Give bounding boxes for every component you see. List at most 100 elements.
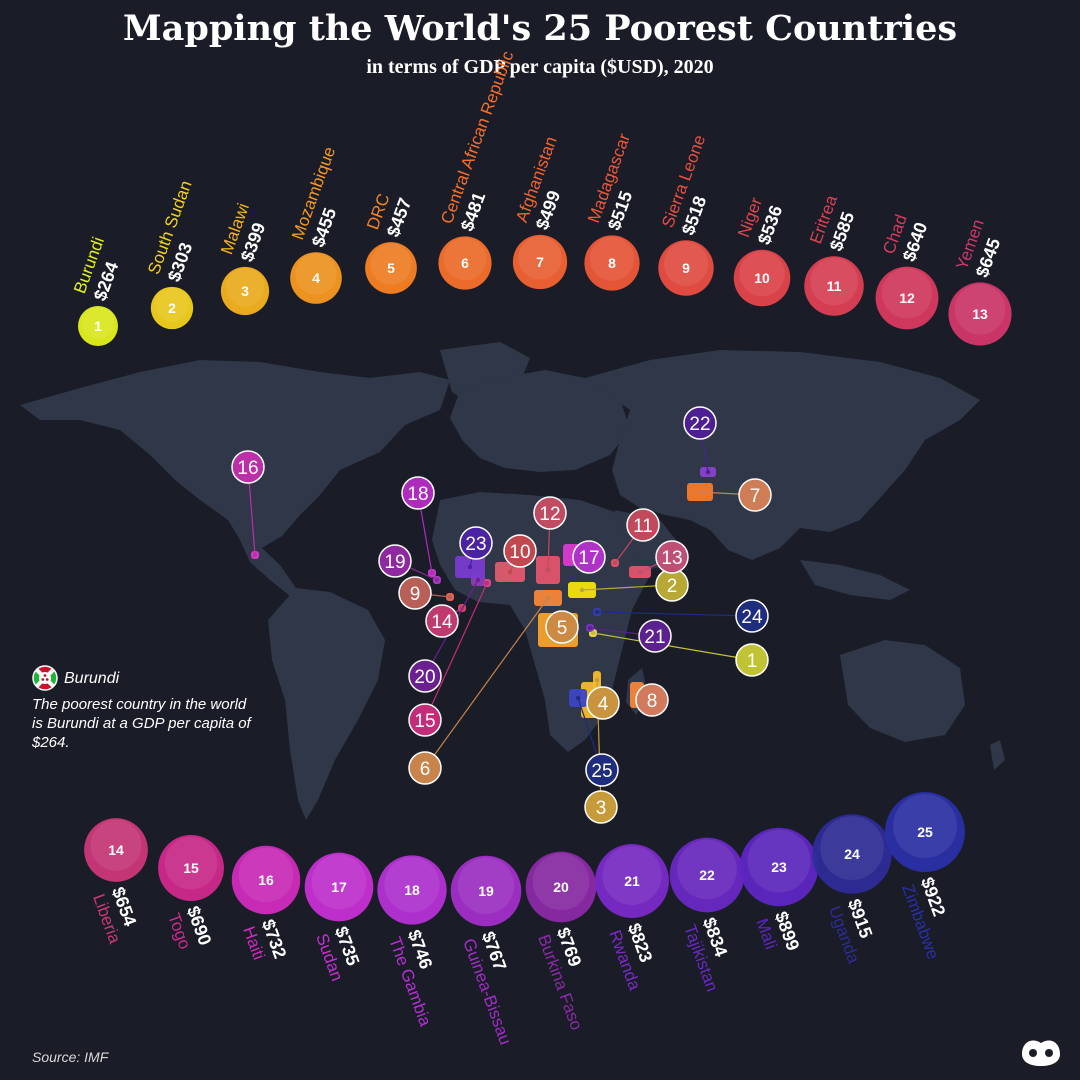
bubble-circle [450, 855, 522, 927]
leader-dot [467, 564, 473, 570]
bubble-highlight [457, 857, 515, 914]
marker-rank: 21 [644, 627, 665, 648]
leader-dot [545, 595, 551, 601]
marker-rank: 4 [598, 694, 609, 715]
bubble-circle [365, 242, 417, 294]
bubble-rank: 19 [478, 883, 494, 899]
map-marker-13: 13 [655, 540, 689, 574]
bubble-highlight [518, 236, 562, 280]
rank-bubble-7: 7 [512, 234, 568, 290]
marker-circle [683, 406, 717, 440]
rank-bubble-23: 23 [739, 827, 819, 907]
bubble-highlight [532, 853, 590, 910]
leader-dot [475, 577, 481, 583]
map-marker-17: 17 [572, 540, 606, 574]
marker-circle [378, 544, 412, 578]
leader-dot [637, 569, 643, 575]
country-label-13: Yemen$645 [952, 217, 1004, 280]
marker-rank: 15 [414, 711, 435, 732]
bubble-highlight [384, 857, 440, 913]
bubble-rank: 15 [183, 860, 199, 876]
bubble-rank: 14 [108, 842, 124, 858]
bubble-highlight [164, 836, 218, 890]
rank-bubble-15: 15 [158, 835, 224, 901]
leader-dot [579, 587, 585, 593]
marker-circle [401, 476, 435, 510]
bubble-circle [739, 827, 819, 907]
rank-bubble-4: 4 [290, 252, 342, 304]
marker-circle [735, 599, 769, 633]
bubble-circle [377, 855, 447, 925]
map-marker-19: 19 [378, 544, 412, 578]
visual-capitalist-logo-icon [1022, 1040, 1060, 1066]
bubble-highlight [881, 268, 933, 319]
bubble-highlight [443, 237, 487, 281]
leader-dot [587, 625, 593, 631]
leader-dot [590, 630, 596, 636]
bubble-highlight [810, 257, 858, 306]
rank-bubble-3: 3 [220, 266, 270, 316]
marker-rank: 1 [747, 651, 758, 672]
rank-bubble-24: 24 [812, 814, 892, 894]
marker-rank: 10 [509, 542, 530, 563]
bubble-rank: 16 [258, 872, 274, 888]
rank-bubble-16: 16 [231, 845, 301, 915]
marker-circle [586, 686, 620, 720]
bubble-highlight [225, 268, 265, 307]
bubble-circle [658, 240, 714, 296]
country-label-1: Burundi$264 [70, 234, 122, 303]
bubble-circle [595, 844, 669, 918]
marker-circle [231, 450, 265, 484]
marker-rank: 12 [539, 504, 560, 525]
marker-circle [738, 478, 772, 512]
leader-line-6 [424, 597, 549, 769]
map-marker-21: 21 [638, 619, 672, 653]
bubble-circle [78, 306, 118, 346]
bubble-rank: 10 [754, 270, 770, 286]
marker-rank: 8 [647, 691, 658, 712]
rank-bubble-12: 12 [875, 266, 939, 330]
bubble-rank: 13 [972, 306, 988, 322]
bubble-rank: 6 [461, 255, 469, 271]
country-label-16: Haiti$732 [239, 917, 290, 963]
leader-dot [447, 594, 453, 600]
map-marker-12: 12 [533, 496, 567, 530]
bubble-circle [804, 256, 864, 316]
burundi-flag-icon [32, 665, 58, 691]
bubble-circle [525, 851, 597, 923]
leader-dot [594, 677, 600, 683]
leader-line-24 [596, 611, 753, 617]
map-marker-2: 2 [655, 568, 689, 602]
marker-circle [585, 753, 619, 787]
marker-circle [459, 526, 493, 560]
marker-circle [635, 683, 669, 717]
map-marker-15: 15 [408, 703, 442, 737]
map-marker-6: 6 [408, 751, 442, 785]
marker-circle [655, 540, 689, 574]
burundi-callout: Burundi The poorest country in the world… [32, 665, 257, 752]
marker-circle [408, 751, 442, 785]
leader-line-15 [424, 582, 488, 721]
bubble-highlight [954, 283, 1006, 335]
rank-bubble-20: 20 [525, 851, 597, 923]
leader-dot [507, 569, 513, 575]
bubble-circle [220, 266, 270, 316]
country-label-12: Chad$640 [879, 212, 931, 264]
bubble-circle [150, 286, 194, 330]
marker-rank: 24 [741, 607, 763, 628]
bubble-rank: 9 [682, 260, 690, 276]
country-label-5: DRC$457 [363, 191, 415, 240]
map-marker-9: 9 [398, 576, 432, 610]
marker-rank: 7 [750, 486, 761, 507]
bubble-rank: 24 [844, 846, 860, 862]
bubble-circle [304, 852, 374, 922]
marker-circle [584, 790, 618, 824]
marker-circle [626, 508, 660, 542]
marker-rank: 14 [431, 612, 453, 633]
bubble-rank: 3 [241, 283, 249, 299]
bubble-highlight [155, 287, 189, 322]
callout-text: The poorest country in the world is Buru… [32, 696, 251, 751]
bubble-highlight [370, 243, 412, 285]
country-label-10: Niger$536 [734, 195, 786, 248]
